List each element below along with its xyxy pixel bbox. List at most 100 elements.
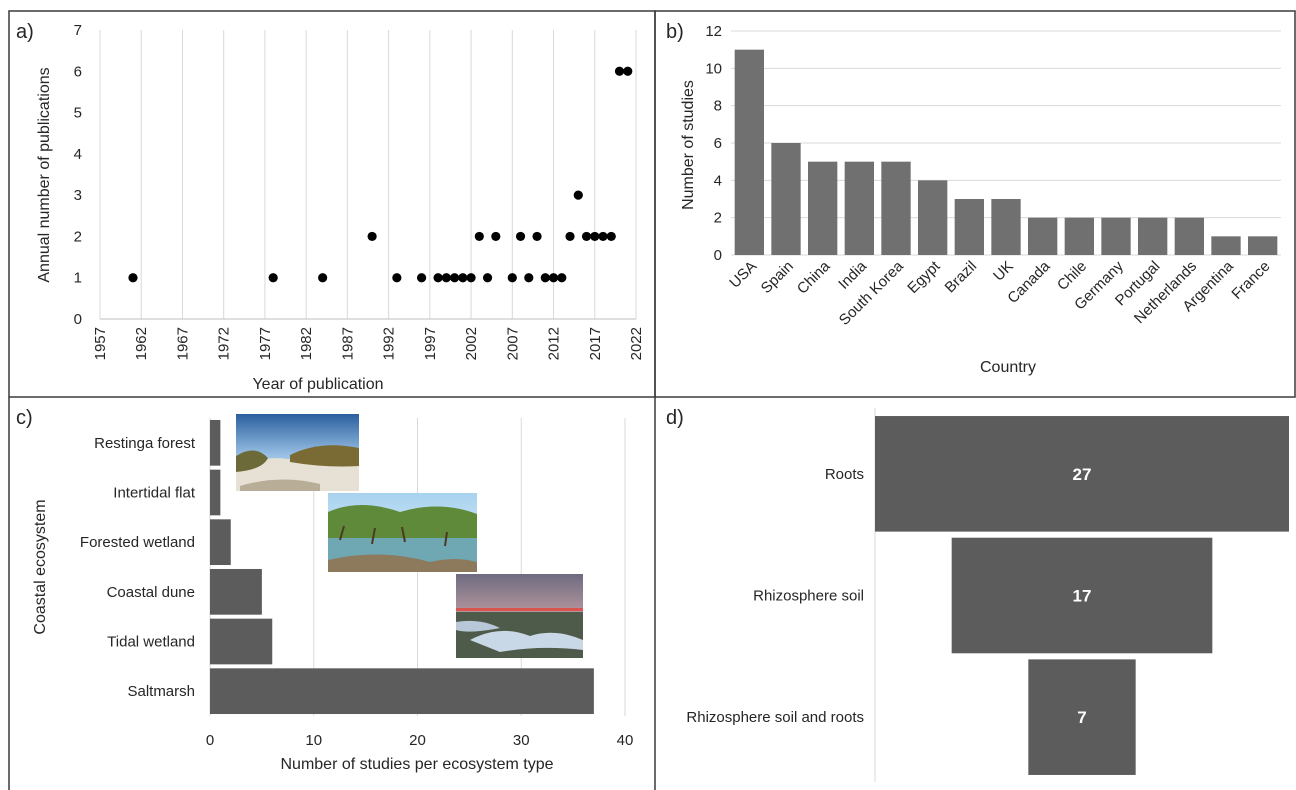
chart-a-point	[524, 273, 534, 283]
chart-c-y-title: Coastal ecosystem	[32, 499, 49, 634]
chart-a-point	[540, 273, 550, 283]
dune-photo	[236, 414, 359, 491]
chart-c-bar	[210, 469, 221, 516]
chart-a-y-tick-label: 0	[74, 311, 82, 328]
chart-a-point	[458, 273, 468, 283]
chart-c-x-title: Number of studies per ecosystem type	[280, 756, 553, 773]
chart-c-bars	[210, 419, 594, 715]
chart-a-x-tick-label: 1987	[339, 327, 356, 360]
chart-a-y-tick-label: 1	[74, 270, 82, 287]
chart-a-y-tick-label: 2	[74, 228, 82, 245]
chart-b-bar	[881, 161, 911, 255]
chart-a-x-tick-label: 1972	[216, 327, 233, 360]
chart-c-x-tick-label: 20	[409, 732, 426, 749]
chart-a-x-tick-label: 2012	[546, 327, 563, 360]
chart-b-bar	[1101, 217, 1131, 255]
chart-c-category-label: Coastal dune	[107, 584, 195, 601]
chart-d-data-label: 27	[1073, 465, 1092, 484]
mangrove-photo	[328, 493, 477, 572]
chart-a-gridlines	[99, 30, 637, 319]
chart-b-x-tick-label: UK	[990, 258, 1017, 285]
chart-a-point	[318, 273, 328, 283]
chart-a: 0 1 2 3 4 5 6 7 1957 1962 1967 1972 1977 1982 1987 199…	[36, 22, 645, 393]
chart-b-y-tick-label: 2	[714, 210, 722, 227]
chart-c: 0 10 20 30 40 Restinga forest Intertidal flat…	[32, 414, 633, 773]
chart-b-y-tick-label: 8	[714, 98, 722, 115]
saltmarsh-photo	[456, 574, 583, 658]
chart-a-point	[449, 273, 460, 283]
chart-c-category-label: Saltmarsh	[127, 683, 195, 700]
chart-d: Roots Rhizosphere soil Rhizosphere soil an…	[686, 408, 1289, 782]
chart-a-x-ticks: 1957 1962 1967 1972 1977 1982 1987 1992 1997 2002…	[92, 327, 645, 360]
chart-c-bar	[210, 618, 273, 665]
chart-a-y-title: Annual number of publications	[36, 67, 53, 282]
chart-c-bar	[210, 419, 221, 466]
chart-b-bar	[1028, 217, 1058, 255]
chart-a-point	[623, 66, 633, 76]
panel-label-b: b)	[666, 21, 684, 43]
chart-b-bar	[991, 199, 1021, 255]
chart-a-point	[557, 273, 567, 283]
chart-a-x-tick-label: 2017	[587, 327, 604, 360]
chart-d-data-label: 7	[1077, 708, 1086, 727]
chart-b-bar	[1174, 217, 1204, 255]
chart-c-x-ticks: 0 10 20 30 40	[206, 732, 634, 749]
chart-c-x-tick-label: 0	[206, 732, 214, 749]
chart-a-x-title: Year of publication	[252, 376, 383, 393]
chart-d-category-label: Rhizosphere soil	[753, 588, 864, 605]
panel-b-frame	[654, 10, 1296, 398]
chart-a-point	[590, 231, 600, 242]
chart-a-point	[532, 231, 542, 242]
chart-b-bar	[954, 199, 984, 255]
chart-a-y-tick-label: 4	[74, 146, 82, 163]
chart-a-point	[565, 231, 575, 242]
panel-label-c: c)	[16, 407, 33, 429]
chart-d-category-label: Rhizosphere soil and roots	[686, 709, 864, 726]
chart-a-point	[581, 231, 592, 242]
chart-b-y-title: Number of studies	[680, 80, 697, 210]
chart-b-bar	[1064, 217, 1094, 255]
chart-a-point	[417, 273, 427, 283]
chart-b-x-tick-label: USA	[726, 258, 760, 292]
chart-a-point	[614, 66, 625, 76]
chart-b-x-tick-label: China	[794, 257, 834, 297]
chart-c-x-tick-label: 40	[617, 732, 634, 749]
chart-b-x-tick-label: Spain	[758, 258, 797, 297]
chart-c-category-label: Forested wetland	[80, 534, 195, 551]
chart-d-category-label: Roots	[825, 466, 864, 483]
chart-d-data-label: 17	[1073, 587, 1092, 606]
chart-b-y-tick-label: 4	[714, 172, 722, 189]
chart-b-x-tick-label: Egypt	[904, 257, 944, 297]
panel-frames	[8, 10, 1296, 790]
chart-a-point	[433, 273, 443, 283]
chart-a-point	[491, 231, 501, 242]
chart-a-point	[367, 231, 377, 242]
chart-d-category-labels: Roots Rhizosphere soil Rhizosphere soil an…	[686, 466, 864, 726]
chart-a-x-tick-label: 1962	[133, 327, 150, 360]
chart-c-category-labels: Restinga forest Intertidal flat Forested w…	[80, 435, 196, 700]
chart-a-y-ticks: 0 1 2 3 4 5 6 7	[74, 22, 82, 328]
chart-a-x-tick-label: 1977	[257, 327, 274, 360]
chart-b-bar	[918, 180, 948, 255]
chart-a-point	[268, 273, 278, 283]
chart-c-x-tick-label: 30	[513, 732, 530, 749]
chart-a-point	[392, 273, 402, 283]
chart-a-point	[466, 273, 476, 283]
chart-a-point	[598, 231, 608, 242]
chart-c-category-label: Intertidal flat	[113, 485, 196, 502]
chart-b-x-tick-label: Brazil	[942, 258, 981, 297]
chart-a-point	[548, 273, 559, 283]
chart-b-y-tick-label: 10	[705, 60, 722, 77]
chart-d-bar	[1028, 659, 1136, 775]
chart-a-x-tick-label: 2022	[628, 327, 645, 360]
chart-b-x-tick-label: France	[1228, 258, 1273, 303]
chart-b-bar	[1211, 236, 1241, 255]
chart-a-point	[441, 273, 451, 283]
chart-a-x-tick-label: 1967	[174, 327, 191, 360]
panel-label-d: d)	[666, 407, 684, 429]
chart-a-x-tick-label: 1992	[381, 327, 398, 360]
chart-a-point	[474, 231, 484, 242]
